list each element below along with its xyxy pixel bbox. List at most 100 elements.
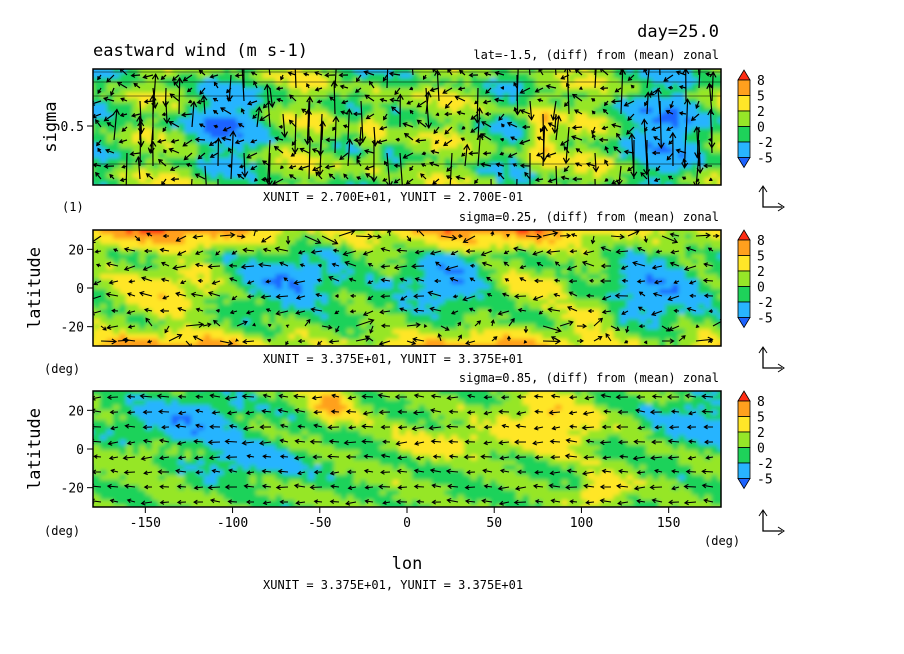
field-cell: [444, 183, 452, 185]
field-cell: [626, 319, 634, 325]
wind-vector: [537, 98, 544, 103]
field-cell: [652, 304, 660, 310]
field-cell: [724, 63, 731, 69]
field-cell: [327, 163, 335, 169]
field-cell: [171, 123, 179, 129]
field-cell: [178, 98, 186, 104]
field-cell: [178, 103, 186, 109]
field-cell: [568, 128, 576, 134]
field-cell: [633, 78, 641, 84]
wind-vector: [170, 138, 180, 144]
wind-vector: [125, 152, 128, 185]
field-cell: [321, 230, 329, 235]
field-cell: [399, 138, 407, 144]
field-cell: [158, 98, 166, 104]
field-cell: [288, 148, 296, 154]
wind-vector: [383, 113, 388, 121]
field-cell: [626, 284, 634, 290]
field-cell: [152, 173, 160, 179]
field-cell: [503, 259, 511, 265]
field-cell: [445, 224, 452, 230]
field-cell: [412, 73, 420, 79]
field-cell: [490, 294, 498, 300]
field-cell: [542, 153, 550, 159]
field-cell: [360, 264, 368, 270]
field-cell: [321, 299, 329, 305]
field-cell: [353, 289, 361, 295]
wind-vector: [364, 165, 375, 171]
field-cell: [561, 294, 569, 300]
field-cell: [158, 69, 166, 74]
field-cell: [698, 249, 706, 255]
field-cell: [646, 178, 654, 184]
field-cell: [444, 299, 452, 305]
field-cell: [464, 289, 472, 295]
field-cell: [509, 289, 517, 295]
field-cell: [418, 163, 426, 169]
field-cell: [646, 88, 654, 94]
field-cell: [568, 178, 576, 184]
field-cell: [100, 113, 108, 119]
field-cell: [496, 118, 504, 124]
field-cell: [659, 299, 667, 305]
field-cell: [503, 138, 511, 144]
field-cell: [158, 274, 166, 280]
field-cell: [587, 108, 595, 114]
field-cell: [451, 168, 459, 174]
wind-vector: [616, 132, 622, 141]
field-cell: [509, 73, 517, 79]
field-cell: [236, 314, 244, 320]
wind-vector: [137, 119, 145, 167]
field-cell: [633, 118, 641, 124]
field-cell: [646, 98, 654, 104]
field-cell: [405, 158, 413, 164]
field-cell: [457, 299, 465, 305]
field-cell: [360, 153, 368, 159]
field-cell: [678, 239, 686, 245]
field-cell: [574, 158, 582, 164]
field-cell: [126, 314, 134, 320]
field-cell: [607, 284, 615, 290]
field-cell: [256, 254, 264, 260]
field-cell: [269, 143, 277, 149]
field-cell: [392, 244, 400, 250]
field-cell: [327, 158, 335, 164]
field-cell: [321, 249, 329, 255]
field-cell: [522, 304, 530, 310]
field-cell: [275, 153, 283, 159]
field-cell: [159, 224, 166, 230]
field-cell: [477, 230, 485, 235]
field-cell: [139, 153, 147, 159]
field-cell: [237, 188, 244, 194]
field-cell: [334, 123, 342, 129]
field-cell: [139, 314, 147, 320]
field-cell: [210, 274, 218, 280]
field-cell: [529, 73, 537, 79]
field-cell: [119, 319, 127, 325]
field-cell: [464, 168, 472, 174]
field-cell: [230, 244, 238, 250]
wind-vector: [289, 94, 297, 102]
field-cell: [327, 319, 335, 325]
field-cell: [548, 279, 556, 285]
field-cell: [633, 148, 641, 154]
field-cell: [477, 78, 485, 84]
field-cell: [360, 230, 368, 235]
field-cell: [665, 143, 673, 149]
field-cell: [275, 133, 283, 139]
field-cell: [386, 254, 394, 260]
field-cell: [392, 123, 400, 129]
field-cell: [301, 118, 309, 124]
field-cell: [620, 163, 628, 169]
field-cell: [425, 128, 433, 134]
field-cell: [399, 143, 407, 149]
field-cell: [145, 123, 153, 129]
field-cell: [496, 138, 504, 144]
field-cell: [587, 123, 595, 129]
field-cell: [223, 143, 231, 149]
field-cell: [334, 153, 342, 159]
field-cell: [288, 264, 296, 270]
field-cell: [217, 63, 224, 69]
field-cell: [347, 304, 355, 310]
field-cell: [470, 319, 478, 325]
